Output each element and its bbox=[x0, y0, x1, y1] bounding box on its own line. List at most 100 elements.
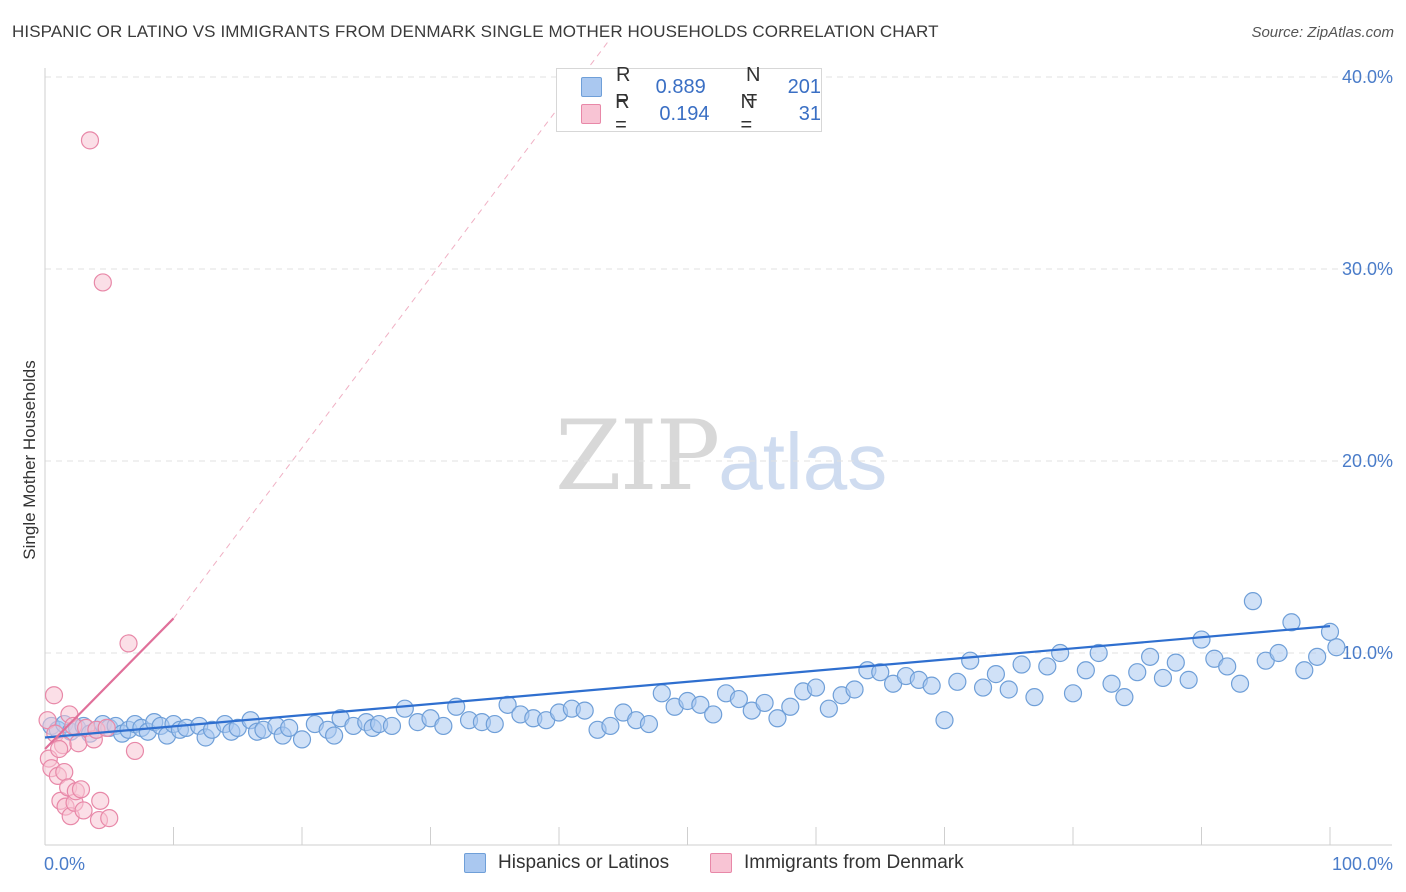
hispanic-point bbox=[1102, 674, 1121, 693]
denmark-point bbox=[93, 273, 112, 292]
denmark-point bbox=[50, 739, 69, 759]
chart-source: Source: ZipAtlas.com bbox=[1251, 24, 1394, 41]
hispanic-point bbox=[1051, 643, 1070, 663]
watermark-zip: ZIP bbox=[555, 400, 720, 512]
denmark-point bbox=[74, 801, 93, 820]
legend-swatch-blue bbox=[581, 77, 602, 97]
hispanic-point bbox=[704, 705, 723, 724]
hispanic-point bbox=[395, 699, 414, 718]
hispanic-point bbox=[639, 714, 659, 734]
hispanic-point bbox=[1295, 661, 1314, 680]
denmark-point bbox=[38, 711, 57, 730]
denmark-point bbox=[55, 762, 74, 782]
hispanic-point bbox=[781, 697, 800, 716]
legend-row-hispanic: R = 0.889 N = 201 bbox=[581, 64, 822, 109]
hispanic-point bbox=[1012, 655, 1031, 674]
series-label-denmark: Immigrants from Denmark bbox=[744, 852, 964, 873]
hispanic-point bbox=[325, 726, 344, 745]
denmark-point bbox=[119, 634, 138, 653]
hispanic-point bbox=[280, 718, 299, 737]
series-label-hispanic: Hispanics or Latinos bbox=[498, 852, 670, 873]
hispanic-point bbox=[871, 663, 890, 682]
denmark-point bbox=[91, 791, 110, 810]
hispanic-point bbox=[1153, 668, 1173, 688]
legend-n-label: N = bbox=[740, 91, 755, 136]
hispanic-point bbox=[1076, 661, 1095, 680]
hispanic-point bbox=[986, 665, 1006, 684]
hispanic-point bbox=[729, 689, 749, 709]
hispanic-point bbox=[434, 716, 453, 736]
hispanic-point bbox=[1128, 663, 1147, 682]
hispanic-point bbox=[961, 651, 980, 670]
hispanic-point bbox=[1269, 643, 1288, 663]
hispanic-trend-line bbox=[44, 625, 1331, 739]
hispanic-point bbox=[1179, 670, 1198, 689]
hispanic-point bbox=[1230, 674, 1250, 693]
hispanic-point bbox=[819, 699, 838, 718]
legend-r-value: 0.889 bbox=[655, 75, 706, 98]
hispanic-point bbox=[1320, 622, 1340, 641]
legend-n-value: 201 bbox=[787, 75, 822, 98]
denmark-point bbox=[71, 780, 91, 799]
x-tick-label: 100.0% bbox=[1332, 854, 1393, 874]
legend-row-denmark: R = 0.194 N = 31 bbox=[581, 91, 821, 136]
y-tick-label: 10.0% bbox=[1342, 643, 1393, 663]
series-legend: Hispanics or Latinos Immigrants from Den… bbox=[0, 852, 1406, 878]
legend-swatch-pink bbox=[581, 104, 602, 124]
hispanic-point bbox=[1218, 657, 1237, 676]
denmark-point bbox=[69, 734, 88, 753]
hispanic-point bbox=[755, 693, 774, 713]
y-tick-label: 30.0% bbox=[1342, 259, 1393, 279]
pink-trend-extension bbox=[173, 38, 611, 619]
hispanic-point bbox=[382, 716, 402, 736]
legend-r-value: 0.194 bbox=[659, 102, 710, 125]
hispanic-point bbox=[485, 714, 504, 734]
hispanic-point bbox=[1140, 647, 1160, 666]
denmark-point bbox=[100, 809, 119, 828]
hispanic-point bbox=[948, 672, 967, 691]
series-swatch-pink bbox=[710, 853, 732, 873]
denmark-point bbox=[97, 718, 116, 737]
denmark-point bbox=[125, 741, 145, 761]
hispanic-point bbox=[652, 684, 671, 703]
hispanic-point bbox=[292, 730, 312, 749]
hispanic-point bbox=[1115, 688, 1134, 707]
hispanic-point bbox=[691, 695, 710, 714]
series-legend-hispanic: Hispanics or Latinos bbox=[464, 852, 669, 874]
hispanic-point bbox=[1308, 647, 1327, 666]
y-axis-label: Single Mother Households bbox=[20, 360, 39, 560]
series-swatch-blue bbox=[464, 853, 486, 873]
hispanic-point bbox=[1089, 643, 1108, 663]
hispanic-point bbox=[1327, 638, 1346, 657]
hispanic-point bbox=[806, 678, 826, 697]
hispanic-point bbox=[845, 680, 864, 699]
hispanic-point bbox=[922, 676, 941, 695]
hispanic-point bbox=[1025, 688, 1044, 707]
denmark-trend-line bbox=[44, 617, 175, 750]
series-legend-denmark: Immigrants from Denmark bbox=[710, 852, 964, 874]
chart-title: HISPANIC OR LATINO VS IMMIGRANTS FROM DE… bbox=[12, 22, 939, 41]
x-tick-label: 0.0% bbox=[44, 854, 85, 874]
y-tick-label: 40.0% bbox=[1342, 67, 1393, 87]
hispanic-point bbox=[1038, 657, 1057, 676]
hispanic-point bbox=[973, 678, 993, 697]
y-tick-label: 20.0% bbox=[1342, 451, 1393, 471]
legend-r-label: R = bbox=[616, 64, 631, 109]
hispanic-point bbox=[1166, 653, 1185, 672]
correlation-legend: R = 0.889 N = 201 R = 0.194 N = 31 bbox=[556, 64, 822, 136]
legend-n-label: N = bbox=[745, 64, 761, 109]
hispanic-point bbox=[999, 680, 1018, 699]
hispanic-point bbox=[575, 701, 594, 720]
denmark-point bbox=[80, 131, 100, 150]
hispanic-point bbox=[935, 711, 954, 730]
hispanic-point bbox=[1192, 630, 1211, 649]
hispanic-point bbox=[601, 716, 620, 736]
hispanic-point bbox=[1282, 613, 1301, 632]
hispanic-point bbox=[768, 709, 787, 728]
legend-r-label: R = bbox=[615, 91, 630, 136]
hispanic-point bbox=[1243, 592, 1263, 611]
hispanic-point bbox=[1063, 684, 1083, 703]
legend-n-value: 31 bbox=[798, 102, 821, 125]
denmark-point bbox=[44, 686, 64, 705]
